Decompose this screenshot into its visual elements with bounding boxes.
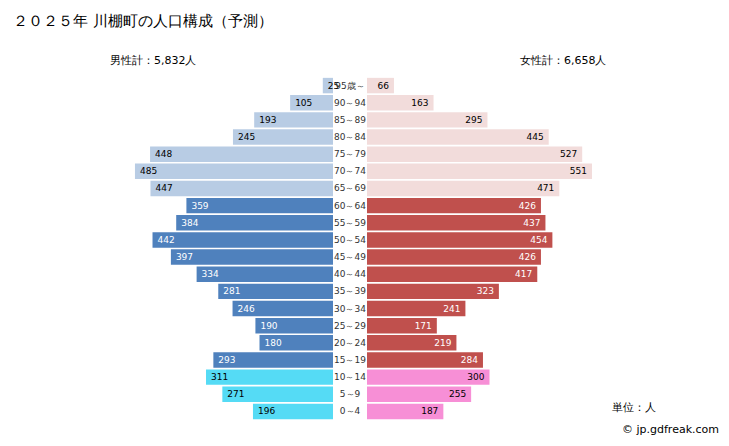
svg-text:© jp.gdfreak.com: © jp.gdfreak.com: [622, 423, 719, 436]
svg-text:284: 284: [461, 355, 478, 365]
svg-text:255: 255: [449, 389, 466, 399]
svg-text:65～69: 65～69: [334, 183, 366, 193]
svg-text:454: 454: [530, 235, 547, 245]
svg-text:単位：人: 単位：人: [612, 401, 656, 414]
svg-text:241: 241: [443, 304, 460, 314]
svg-text:35～39: 35～39: [334, 286, 366, 296]
svg-text:105: 105: [295, 98, 312, 108]
svg-text:300: 300: [467, 372, 484, 382]
svg-text:551: 551: [570, 166, 587, 176]
svg-text:95歳～: 95歳～: [335, 81, 364, 91]
svg-text:196: 196: [258, 406, 275, 416]
svg-text:40～44: 40～44: [334, 269, 366, 279]
svg-text:15～19: 15～19: [334, 355, 366, 365]
svg-text:442: 442: [158, 235, 175, 245]
svg-text:417: 417: [515, 269, 532, 279]
svg-text:437: 437: [523, 218, 540, 228]
svg-text:66: 66: [377, 81, 389, 91]
svg-text:180: 180: [265, 338, 282, 348]
svg-text:271: 271: [227, 389, 244, 399]
svg-text:397: 397: [176, 252, 193, 262]
svg-text:384: 384: [181, 218, 198, 228]
svg-text:70～74: 70～74: [334, 166, 366, 176]
svg-text:75～79: 75～79: [334, 149, 366, 159]
svg-text:80～84: 80～84: [334, 132, 366, 142]
svg-text:30～34: 30～34: [334, 304, 366, 314]
svg-text:20～24: 20～24: [334, 338, 366, 348]
svg-text:171: 171: [415, 321, 432, 331]
svg-text:0～4: 0～4: [340, 406, 361, 416]
svg-text:359: 359: [191, 201, 208, 211]
svg-text:85～89: 85～89: [334, 115, 366, 125]
svg-text:25: 25: [328, 81, 339, 91]
svg-text:5～9: 5～9: [340, 389, 361, 399]
svg-text:60～64: 60～64: [334, 201, 366, 211]
svg-text:90～94: 90～94: [334, 98, 366, 108]
svg-text:10～14: 10～14: [334, 372, 366, 382]
svg-text:485: 485: [140, 166, 157, 176]
svg-text:55～59: 55～59: [334, 218, 366, 228]
svg-text:男性計：5,832人: 男性計：5,832人: [110, 54, 197, 67]
svg-text:426: 426: [519, 252, 536, 262]
svg-text:193: 193: [259, 115, 276, 125]
svg-text:245: 245: [238, 132, 255, 142]
svg-text:45～49: 45～49: [334, 252, 366, 262]
svg-text:50～54: 50～54: [334, 235, 366, 245]
svg-text:190: 190: [260, 321, 277, 331]
svg-text:448: 448: [155, 149, 172, 159]
svg-text:25～29: 25～29: [334, 321, 366, 331]
svg-text:311: 311: [211, 372, 228, 382]
svg-text:２０２５年 川棚町の人口構成（予測）: ２０２５年 川棚町の人口構成（予測）: [13, 12, 273, 30]
svg-text:527: 527: [560, 149, 577, 159]
svg-text:187: 187: [421, 406, 438, 416]
svg-text:246: 246: [238, 304, 255, 314]
svg-text:426: 426: [519, 201, 536, 211]
svg-text:471: 471: [537, 183, 554, 193]
svg-text:女性計：6,658人: 女性計：6,658人: [520, 54, 607, 67]
svg-text:293: 293: [218, 355, 235, 365]
svg-text:163: 163: [411, 98, 428, 108]
svg-text:445: 445: [527, 132, 544, 142]
svg-text:323: 323: [477, 286, 494, 296]
svg-text:295: 295: [465, 115, 482, 125]
svg-text:447: 447: [155, 183, 172, 193]
svg-text:219: 219: [434, 338, 451, 348]
svg-text:281: 281: [223, 286, 240, 296]
svg-text:334: 334: [202, 269, 219, 279]
